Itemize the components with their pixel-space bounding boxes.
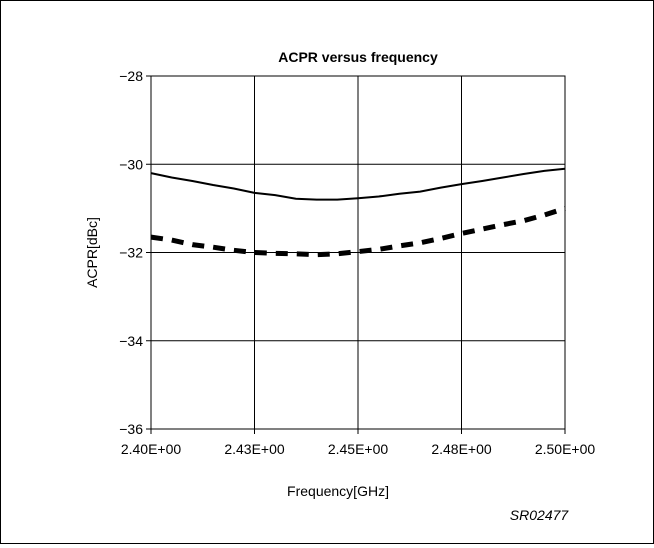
y-tick-label: −30 <box>119 156 143 172</box>
x-axis-label: Frequency[GHz] <box>287 483 389 499</box>
figure-code: SR02477 <box>510 507 570 523</box>
chart-title: ACPR versus frequency <box>278 49 438 65</box>
x-tick-label: 2.48E+00 <box>431 441 492 457</box>
x-tick-label: 2.40E+00 <box>121 441 182 457</box>
y-axis-label: ACPR[dBc] <box>84 217 100 288</box>
x-tick-label: 2.45E+00 <box>328 441 389 457</box>
x-tick-label: 2.50E+00 <box>535 441 596 457</box>
series-layer <box>150 167 566 258</box>
y-tick-label: −32 <box>119 245 143 261</box>
x-tick-labels: 2.40E+00 2.43E+00 2.45E+00 2.48E+00 2.50E+00 <box>121 429 596 457</box>
y-tick-label: −36 <box>119 421 143 437</box>
y-tick-label: −34 <box>119 333 143 349</box>
grid <box>151 76 565 429</box>
series-line-dashed <box>150 206 566 258</box>
x-tick-label: 2.43E+00 <box>224 441 285 457</box>
series-line-solid <box>150 167 566 201</box>
y-tick-label: −28 <box>119 68 143 84</box>
y-tick-labels: −28 −30 −32 −34 −36 <box>119 68 151 437</box>
